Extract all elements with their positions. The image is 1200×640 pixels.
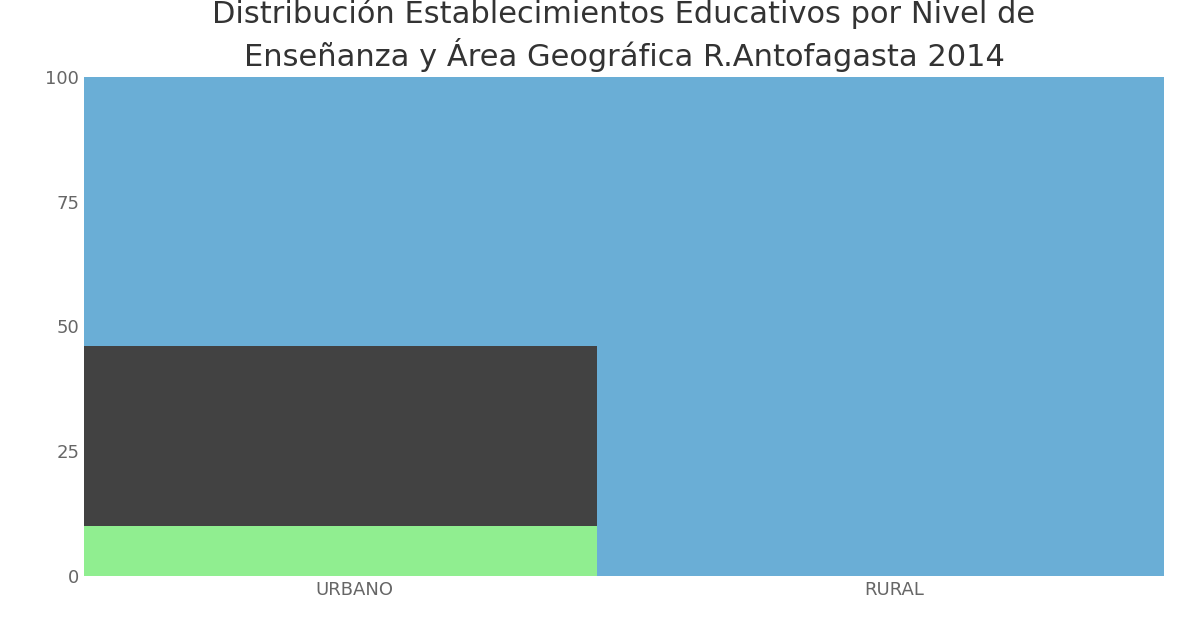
Bar bbox=[598, 77, 1190, 576]
Title: Distribución Establecimientos Educativos por Nivel de
Enseñanza y Área Geográfic: Distribución Establecimientos Educativos… bbox=[212, 0, 1036, 72]
Bar bbox=[56, 77, 650, 346]
Bar bbox=[56, 346, 650, 526]
Bar bbox=[56, 526, 650, 576]
